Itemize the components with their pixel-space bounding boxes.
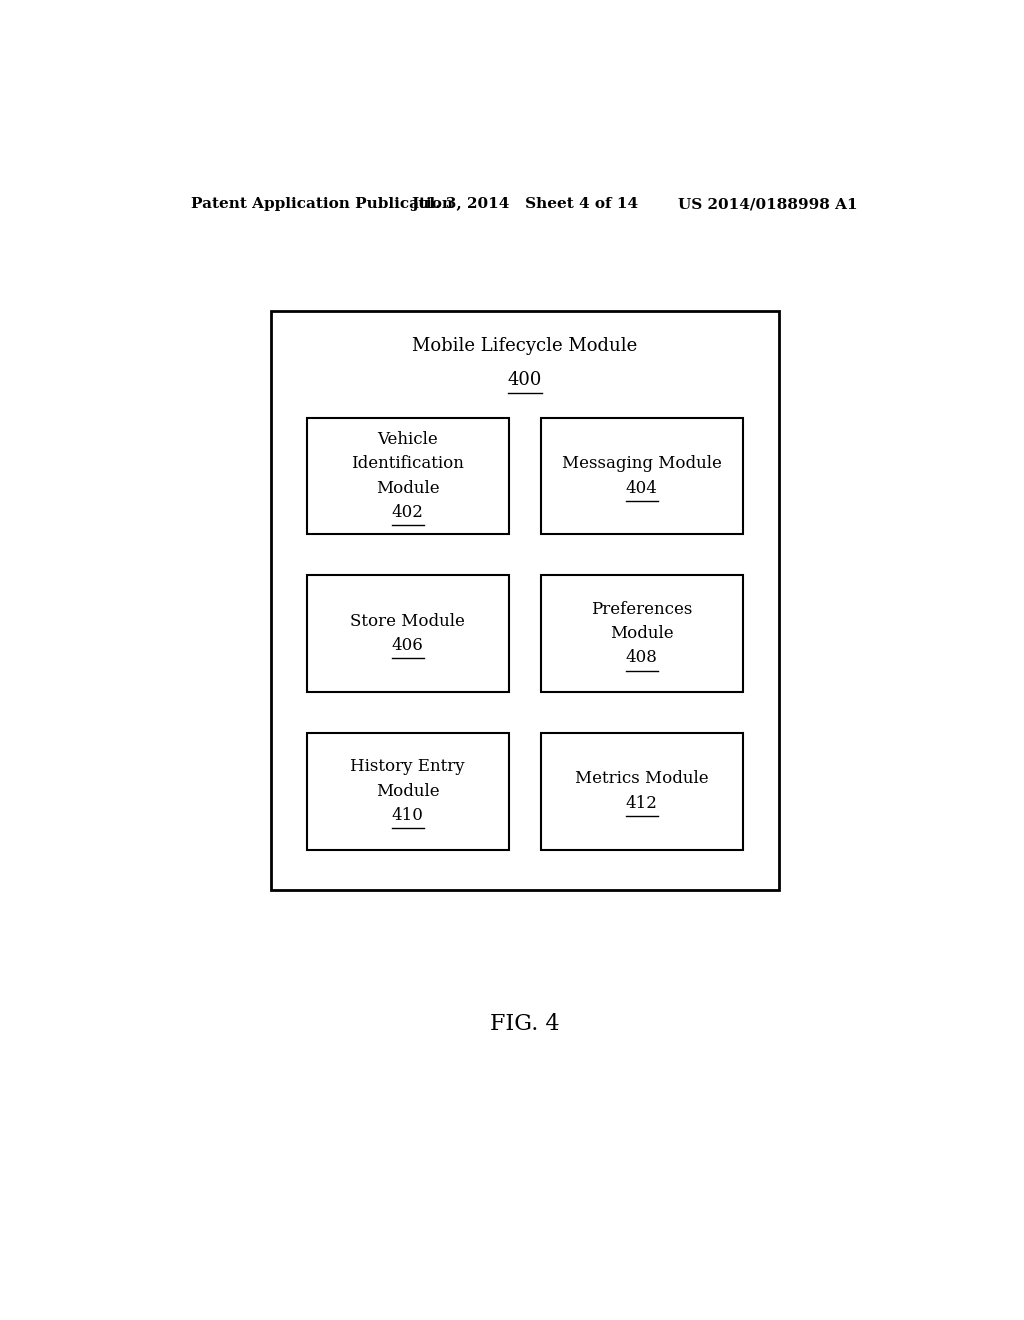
Text: Metrics Module: Metrics Module — [575, 771, 709, 788]
FancyBboxPatch shape — [541, 576, 743, 692]
Text: Preferences: Preferences — [591, 601, 692, 618]
FancyBboxPatch shape — [306, 576, 509, 692]
FancyBboxPatch shape — [541, 733, 743, 850]
Text: Messaging Module: Messaging Module — [562, 455, 722, 473]
FancyBboxPatch shape — [270, 312, 779, 890]
Text: US 2014/0188998 A1: US 2014/0188998 A1 — [679, 197, 858, 211]
Text: Patent Application Publication: Patent Application Publication — [191, 197, 454, 211]
Text: Identification: Identification — [351, 455, 464, 473]
Text: 402: 402 — [392, 504, 424, 521]
Text: 410: 410 — [392, 807, 424, 824]
Text: 406: 406 — [392, 638, 424, 655]
Text: Module: Module — [376, 783, 439, 800]
Text: 412: 412 — [626, 795, 657, 812]
Text: Jul. 3, 2014   Sheet 4 of 14: Jul. 3, 2014 Sheet 4 of 14 — [412, 197, 638, 211]
Text: Mobile Lifecycle Module: Mobile Lifecycle Module — [413, 338, 637, 355]
Text: Vehicle: Vehicle — [378, 430, 438, 447]
FancyBboxPatch shape — [541, 417, 743, 535]
FancyBboxPatch shape — [306, 417, 509, 535]
Text: Store Module: Store Module — [350, 612, 465, 630]
Text: Module: Module — [376, 479, 439, 496]
Text: 408: 408 — [626, 649, 657, 667]
Text: History Entry: History Entry — [350, 758, 465, 775]
Text: 400: 400 — [508, 371, 542, 389]
Text: Module: Module — [610, 626, 674, 642]
Text: FIG. 4: FIG. 4 — [490, 1014, 559, 1035]
FancyBboxPatch shape — [306, 733, 509, 850]
Text: 404: 404 — [626, 479, 657, 496]
